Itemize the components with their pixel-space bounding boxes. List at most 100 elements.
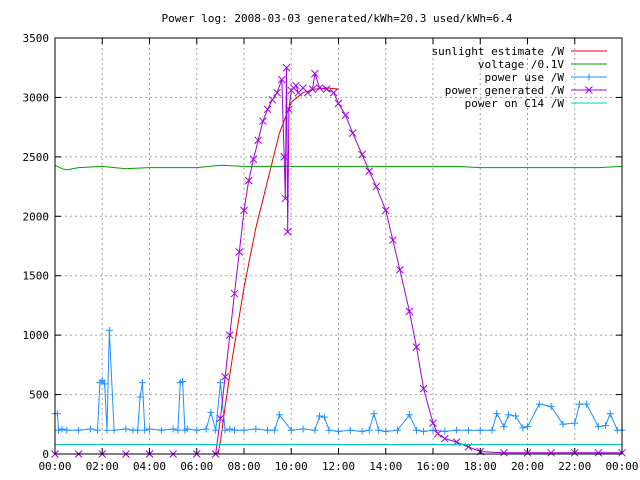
data-point bbox=[105, 326, 113, 334]
data-point bbox=[433, 429, 442, 438]
x-tick-label: 08:00 bbox=[227, 460, 260, 473]
x-tick-label: 22:00 bbox=[558, 460, 591, 473]
plot-series bbox=[51, 63, 626, 458]
x-tick-label: 06:00 bbox=[180, 460, 213, 473]
legend-marker bbox=[585, 86, 593, 94]
data-point bbox=[281, 194, 290, 203]
data-point bbox=[500, 448, 508, 457]
data-point bbox=[231, 426, 239, 434]
data-point bbox=[110, 426, 118, 434]
data-point bbox=[341, 111, 350, 120]
data-point bbox=[329, 88, 338, 97]
series-line bbox=[55, 330, 622, 432]
data-point bbox=[216, 379, 224, 387]
data-point bbox=[372, 182, 381, 191]
data-point bbox=[322, 85, 331, 93]
y-tick-label: 2500 bbox=[23, 151, 50, 164]
data-point bbox=[358, 150, 366, 159]
data-point bbox=[193, 426, 201, 434]
legend-label: power use /W bbox=[485, 71, 565, 84]
y-tick-label: 500 bbox=[29, 389, 49, 402]
data-point bbox=[419, 384, 428, 393]
x-tick-label: 02:00 bbox=[86, 460, 119, 473]
data-point bbox=[405, 307, 414, 316]
legend-marker bbox=[585, 73, 593, 81]
data-point bbox=[420, 427, 428, 435]
data-point bbox=[240, 426, 248, 434]
data-point bbox=[382, 427, 390, 435]
data-point bbox=[75, 426, 83, 434]
data-point bbox=[244, 176, 253, 185]
data-point bbox=[225, 331, 234, 339]
x-tick-label: 14:00 bbox=[369, 460, 402, 473]
data-point bbox=[559, 420, 567, 428]
data-point bbox=[519, 424, 527, 432]
data-point bbox=[606, 410, 614, 418]
data-point bbox=[316, 412, 324, 420]
data-point bbox=[594, 448, 603, 457]
data-point bbox=[287, 426, 295, 434]
data-point bbox=[122, 425, 130, 433]
series-power-use-w bbox=[51, 326, 626, 435]
y-tick-label: 0 bbox=[42, 448, 49, 461]
chart-title: Power log: 2008-03-03 generated/kWh=20.3… bbox=[162, 12, 513, 25]
data-point bbox=[101, 380, 109, 388]
data-point bbox=[141, 426, 149, 434]
series-line bbox=[54, 164, 623, 171]
data-point bbox=[547, 448, 555, 457]
data-point bbox=[575, 400, 583, 408]
series-voltage-0-1v bbox=[54, 164, 623, 171]
data-point bbox=[429, 419, 437, 427]
data-point bbox=[240, 206, 248, 215]
data-point bbox=[157, 426, 165, 434]
x-tick-label: 04:00 bbox=[133, 460, 166, 473]
data-point bbox=[221, 372, 229, 381]
data-point bbox=[259, 117, 267, 126]
data-point bbox=[226, 425, 234, 433]
data-point bbox=[493, 410, 501, 418]
data-point bbox=[277, 75, 286, 84]
data-point bbox=[365, 426, 373, 434]
x-tick-label: 16:00 bbox=[416, 460, 449, 473]
data-point bbox=[273, 88, 281, 97]
data-point bbox=[264, 426, 272, 434]
data-point bbox=[375, 426, 383, 434]
data-point bbox=[365, 167, 374, 175]
data-point bbox=[412, 343, 421, 351]
data-point bbox=[594, 423, 602, 431]
data-point bbox=[254, 136, 263, 145]
x-tick-label: 00:00 bbox=[605, 460, 638, 473]
data-point bbox=[271, 426, 279, 434]
data-point bbox=[98, 376, 106, 384]
x-tick-label: 00:00 bbox=[38, 460, 71, 473]
data-point bbox=[230, 289, 239, 298]
data-point bbox=[216, 414, 225, 423]
data-point bbox=[311, 426, 319, 434]
data-point bbox=[63, 426, 71, 434]
y-tick-label: 3000 bbox=[23, 91, 50, 104]
data-point bbox=[221, 426, 229, 434]
data-point bbox=[299, 425, 307, 433]
data-point bbox=[601, 421, 609, 429]
data-point bbox=[335, 427, 342, 435]
data-point bbox=[275, 411, 283, 419]
data-point bbox=[488, 426, 496, 434]
data-point bbox=[547, 402, 555, 410]
axes: 0 500 1000 1500 2000 2500 3000 3500 00:00 02:00 04… bbox=[23, 32, 639, 473]
data-point bbox=[249, 155, 258, 164]
data-point bbox=[268, 95, 277, 104]
data-point bbox=[212, 426, 220, 434]
x-tick-label: 12:00 bbox=[322, 460, 355, 473]
y-tick-label: 3500 bbox=[23, 32, 50, 45]
y-tick-label: 2000 bbox=[23, 210, 50, 223]
data-point bbox=[252, 425, 260, 433]
x-tick-label: 20:00 bbox=[511, 460, 544, 473]
legend-label: power on C14 /W bbox=[465, 97, 565, 110]
data-point bbox=[334, 99, 343, 108]
data-point bbox=[308, 85, 317, 93]
data-point bbox=[505, 411, 513, 419]
series-power-generated-w bbox=[51, 63, 626, 458]
data-point bbox=[512, 412, 520, 420]
data-point bbox=[94, 426, 102, 434]
